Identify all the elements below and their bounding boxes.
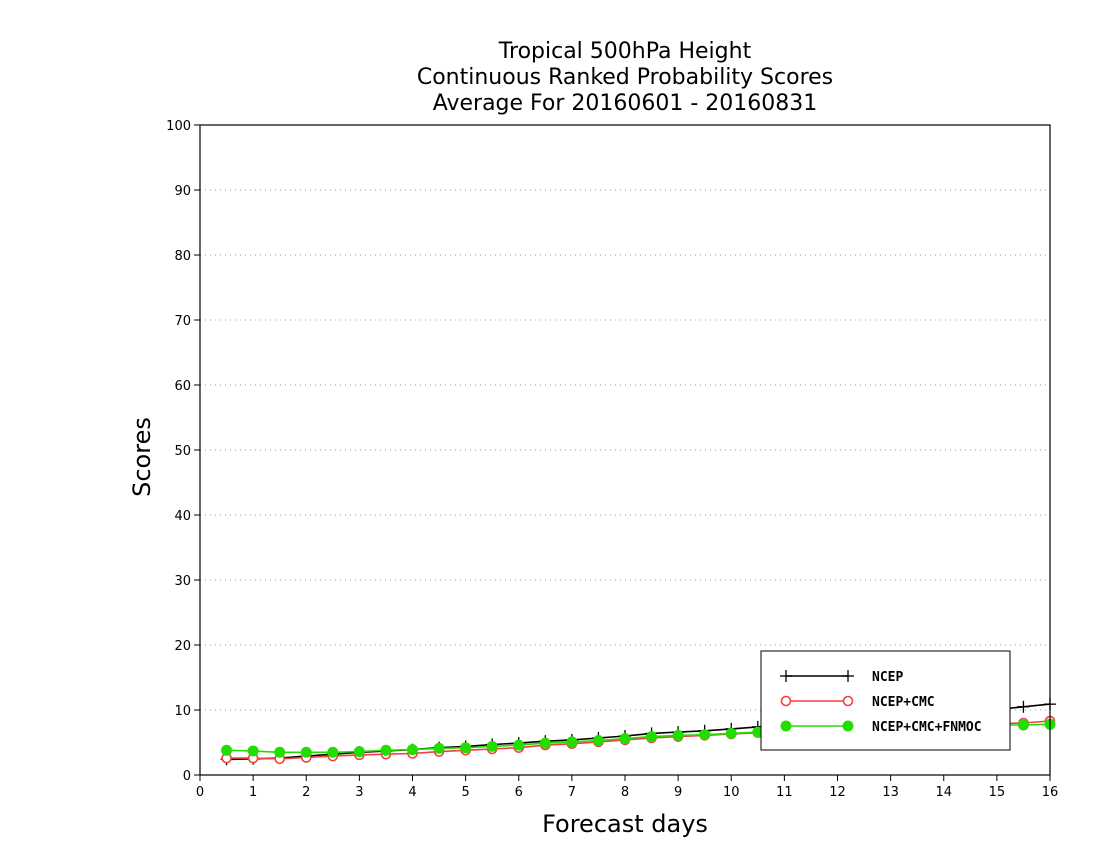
x-tick-label: 9 — [674, 785, 682, 800]
data-point — [353, 746, 365, 758]
chart-title: Tropical 500hPa Height Continuous Ranked… — [417, 39, 833, 116]
x-tick-label: 1 — [249, 785, 257, 800]
data-point — [592, 735, 604, 747]
data-point — [1017, 700, 1030, 713]
data-point — [842, 670, 854, 682]
y-tick-label: 50 — [174, 444, 191, 459]
x-tick-label: 14 — [935, 785, 952, 800]
data-point — [566, 736, 578, 748]
legend: NCEP NCEP+CMC NCEP+CMC+FNMOC — [760, 650, 1011, 751]
data-point — [221, 744, 233, 756]
legend-item: NCEP+CMC — [780, 695, 935, 710]
data-point — [725, 727, 737, 739]
y-tick-label: 80 — [174, 249, 191, 264]
x-tick-label: 2 — [302, 785, 310, 800]
x-tick-label: 3 — [355, 785, 363, 800]
x-tick-label: 7 — [568, 785, 576, 800]
gridlines — [200, 189, 1050, 711]
x-tick-label: 16 — [1042, 785, 1059, 800]
title-line-2: Continuous Ranked Probability Scores — [417, 65, 833, 90]
legend-item: NCEP — [780, 670, 903, 685]
data-point — [672, 729, 684, 741]
data-point — [247, 745, 259, 757]
data-point — [513, 739, 525, 751]
data-point — [1017, 719, 1029, 731]
data-point — [300, 746, 312, 758]
legend-item: NCEP+CMC+FNMOC — [780, 720, 982, 735]
data-point — [539, 737, 551, 749]
legend-label: NCEP+CMC+FNMOC — [872, 720, 982, 735]
y-tick-label: 70 — [174, 314, 191, 329]
x-tick-label: 4 — [408, 785, 416, 800]
y-tick-label: 90 — [174, 184, 191, 199]
data-point — [780, 695, 792, 707]
data-point — [327, 746, 339, 758]
data-point — [460, 742, 472, 754]
x-tick-label: 10 — [723, 785, 740, 800]
y-tick-label: 60 — [174, 379, 191, 394]
y-tick-label: 100 — [166, 119, 191, 134]
y-tick-label: 0 — [183, 769, 191, 784]
y-tick-label: 20 — [174, 639, 191, 654]
data-point — [780, 670, 792, 682]
data-point — [842, 720, 854, 732]
data-point — [780, 720, 792, 732]
y-axis-label: Scores — [128, 417, 156, 497]
data-point — [619, 733, 631, 745]
x-axis-label: Forecast days — [542, 810, 708, 838]
x-tick-label: 0 — [196, 785, 204, 800]
title-line-1: Tropical 500hPa Height — [498, 39, 752, 64]
data-point — [699, 729, 711, 741]
data-point — [486, 740, 498, 752]
y-tick-label: 10 — [174, 704, 191, 719]
y-tick-label: 40 — [174, 509, 191, 524]
data-point — [646, 731, 658, 743]
data-point — [274, 746, 286, 758]
data-point — [407, 744, 418, 756]
x-tick-label: 13 — [882, 785, 899, 800]
y-tick-label: 30 — [174, 574, 191, 589]
x-tick-label: 5 — [461, 785, 469, 800]
legend-label: NCEP — [872, 670, 903, 685]
data-point — [433, 742, 445, 754]
legend-label: NCEP+CMC — [872, 695, 935, 710]
x-tick-label: 8 — [621, 785, 629, 800]
x-tick-label: 12 — [829, 785, 846, 800]
x-tick-label: 11 — [776, 785, 793, 800]
title-line-3: Average For 20160601 - 20160831 — [433, 91, 818, 116]
data-point — [842, 695, 854, 707]
data-point — [380, 744, 392, 756]
x-tick-label: 15 — [989, 785, 1006, 800]
x-tick-label: 6 — [515, 785, 523, 800]
